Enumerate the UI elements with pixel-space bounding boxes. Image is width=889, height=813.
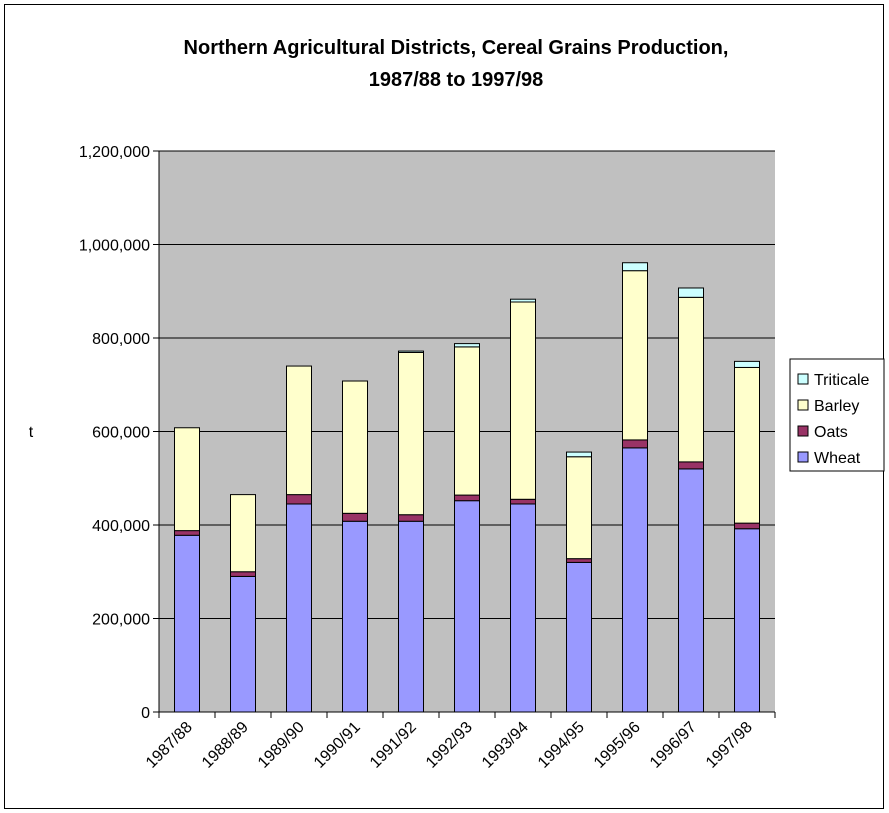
y-tick-label: 1,200,000: [79, 144, 150, 161]
legend-label-wheat: Wheat: [814, 450, 861, 467]
y-axis-label: t: [29, 424, 34, 441]
bar-segment-wheat: [398, 520, 424, 713]
bar-segment-barley: [566, 456, 592, 560]
legend-swatch-oats: [797, 425, 809, 437]
bar-segment-triticale: [566, 451, 592, 458]
y-tick-label: 400,000: [92, 518, 150, 535]
x-tick-label: 1993/94: [479, 719, 532, 772]
bars: [174, 262, 760, 713]
y-tick-label: 1,000,000: [79, 238, 150, 255]
chart-title: Northern Agricultural Districts, Cereal …: [184, 37, 729, 59]
bar-segment-triticale: [398, 350, 424, 353]
bar-segment-triticale: [622, 262, 648, 272]
bar-segment-triticale: [678, 287, 704, 298]
bar-segment-oats: [566, 558, 592, 563]
bar-segment-wheat: [342, 520, 368, 713]
bar-segment-barley: [174, 427, 200, 532]
x-tick-label: 1997/98: [703, 719, 756, 772]
y-tick-label: 600,000: [92, 425, 150, 442]
bar-segment-wheat: [622, 447, 648, 713]
bar-segment-wheat: [174, 534, 200, 713]
bar-segment-wheat: [510, 503, 536, 713]
x-tick-label: 1991/92: [367, 719, 420, 772]
legend-swatch-triticale: [797, 373, 809, 385]
bar-segment-barley: [286, 365, 312, 496]
bar-segment-barley: [734, 366, 760, 524]
bar-segment-oats: [510, 498, 536, 505]
bar-segment-oats: [734, 522, 760, 530]
bar-segment-oats: [398, 514, 424, 522]
bar-segment-oats: [174, 530, 200, 536]
x-tick-label: 1989/90: [255, 719, 308, 772]
bar-segment-oats: [230, 571, 256, 577]
bar-segment-barley: [622, 270, 648, 441]
bar-segment-oats: [454, 494, 480, 502]
legend-swatch-wheat: [797, 451, 809, 463]
legend-label-barley: Barley: [814, 398, 859, 415]
chart-frame: Northern Agricultural Districts, Cereal …: [4, 4, 885, 809]
bar-segment-oats: [622, 439, 648, 449]
bar-segment-triticale: [510, 298, 536, 303]
bar-segment-barley: [230, 494, 256, 573]
x-tick-label: 1995/96: [591, 719, 644, 772]
legend-label-oats: Oats: [814, 424, 848, 441]
y-tick-label: 200,000: [92, 612, 150, 629]
chart-subtitle: 1987/88 to 1997/98: [369, 69, 544, 91]
bar-segment-triticale: [734, 360, 760, 368]
bar-segment-barley: [454, 346, 480, 496]
y-tick-label: 0: [141, 705, 150, 722]
x-tick-label: 1990/91: [311, 719, 364, 772]
bar-segment-oats: [286, 494, 312, 505]
bar-segment-wheat: [566, 561, 592, 713]
bar-segment-oats: [678, 461, 704, 470]
bar-segment-triticale: [454, 343, 480, 348]
x-tick-label: 1992/93: [423, 719, 476, 772]
bar-segment-barley: [398, 351, 424, 516]
x-tick-label: 1988/89: [199, 719, 252, 772]
bar-segment-barley: [510, 301, 536, 500]
y-tick-label: 800,000: [92, 331, 150, 348]
chart-svg: Northern Agricultural Districts, Cereal …: [29, 37, 885, 772]
x-tick-label: 1987/88: [143, 719, 196, 772]
bar-segment-wheat: [734, 528, 760, 713]
x-tick-label: 1996/97: [647, 719, 700, 772]
x-tick-label: 1994/95: [535, 719, 588, 772]
legend: Triticale Barley Oats Wheat: [789, 358, 885, 472]
legend-label-triticale: Triticale: [814, 372, 870, 389]
legend-swatch-barley: [797, 399, 809, 411]
bar-segment-wheat: [678, 468, 704, 713]
bar-segment-oats: [342, 512, 368, 522]
bar-segment-wheat: [286, 503, 312, 713]
bar-segment-barley: [342, 380, 368, 514]
bar-segment-wheat: [230, 575, 256, 713]
bar-segment-wheat: [454, 500, 480, 713]
bar-segment-barley: [678, 296, 704, 463]
